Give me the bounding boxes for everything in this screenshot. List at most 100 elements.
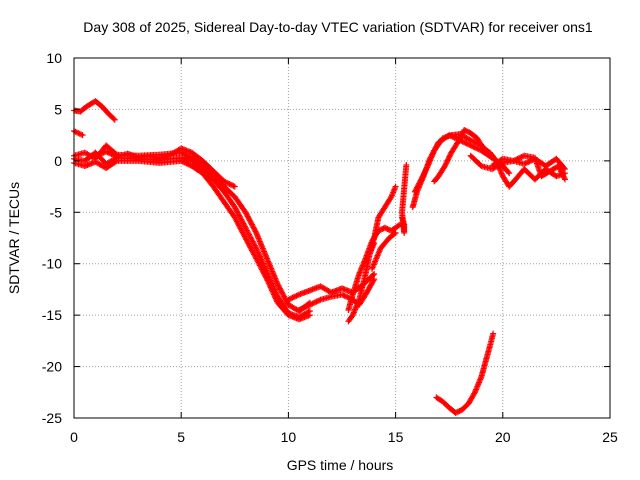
data-point <box>269 287 276 294</box>
data-point <box>230 182 237 189</box>
data-point <box>423 165 430 172</box>
data-point <box>419 173 426 180</box>
data-point <box>297 306 304 313</box>
data-point <box>272 294 279 301</box>
data-point <box>556 164 563 171</box>
data-point <box>443 158 450 165</box>
data-point <box>422 167 429 174</box>
data-point <box>226 181 233 187</box>
data-point <box>417 177 424 184</box>
y-tick-label: -25 <box>42 410 62 426</box>
data-point <box>371 271 378 277</box>
series-rise-3 <box>369 229 399 272</box>
data-point <box>285 296 292 303</box>
data-point <box>252 243 259 250</box>
data-point <box>418 175 425 182</box>
data-point <box>420 171 427 178</box>
data-point <box>293 292 300 299</box>
data-point <box>470 138 477 145</box>
data-point <box>462 139 469 146</box>
x-tick-label: 10 <box>281 429 297 445</box>
data-point <box>473 145 479 151</box>
data-point <box>263 274 270 281</box>
data-point <box>266 281 273 288</box>
data-point <box>265 280 272 287</box>
data-point <box>471 390 478 397</box>
data-point <box>314 298 321 304</box>
data-point <box>392 229 399 236</box>
data-point <box>444 157 451 164</box>
data-point <box>183 160 190 167</box>
data-point <box>182 159 189 166</box>
data-point <box>441 163 448 169</box>
data-point <box>296 307 303 313</box>
data-point <box>316 297 323 304</box>
data-point <box>467 142 474 149</box>
data-point <box>179 158 186 165</box>
data-point <box>104 149 111 156</box>
data-point <box>264 277 271 284</box>
x-tick-label: 5 <box>177 429 185 445</box>
y-tick-label: -5 <box>50 204 63 220</box>
data-point <box>420 172 427 179</box>
x-tick-label: 0 <box>70 429 78 445</box>
y-axis-label: SDTVAR / TECUs <box>6 182 22 294</box>
data-point <box>108 151 115 158</box>
data-point <box>305 302 312 309</box>
series-early-short-arc <box>71 128 86 139</box>
data-point <box>514 155 521 162</box>
data-point <box>523 159 530 166</box>
data-point <box>422 168 429 175</box>
data-point <box>371 276 378 283</box>
data-point <box>270 290 277 297</box>
data-point <box>505 169 512 176</box>
data-point <box>517 154 524 161</box>
data-point <box>302 303 309 310</box>
series-rise-2 <box>366 183 399 257</box>
y-tick-label: 10 <box>46 50 62 66</box>
y-tick-label: -10 <box>42 256 62 272</box>
data-point <box>288 295 295 302</box>
data-point <box>308 301 315 308</box>
data-point <box>298 305 305 312</box>
axis-ticks: 0 5 10 15 20 25 -25 -20 -15 -10 -5 0 5 10 <box>42 50 618 445</box>
data-point <box>184 161 191 168</box>
data-point <box>111 152 118 159</box>
series-band-d <box>92 145 238 190</box>
data-point <box>268 285 275 292</box>
data-point <box>180 159 187 166</box>
data-point <box>467 137 474 144</box>
series-early-high-arc <box>71 98 118 123</box>
data-point <box>229 182 236 189</box>
series-isolated <box>399 161 410 236</box>
data-point <box>424 164 431 171</box>
data-point <box>253 245 260 252</box>
data-point <box>109 151 116 158</box>
y-tick-label: 5 <box>54 101 62 117</box>
data-point <box>339 291 345 298</box>
data-point <box>442 161 449 168</box>
data-point <box>292 293 299 300</box>
data-point <box>111 116 118 123</box>
data-point <box>186 161 193 168</box>
data-point <box>306 312 313 319</box>
data-point <box>271 292 278 299</box>
data-point <box>470 143 477 150</box>
data-point <box>304 303 311 310</box>
data-point <box>267 284 274 291</box>
data-point <box>515 155 522 162</box>
data-point <box>252 228 259 235</box>
data-point <box>460 139 467 146</box>
data-point <box>561 175 568 182</box>
data-point <box>343 293 350 300</box>
series-afternoon-6 <box>521 166 568 183</box>
data-point <box>525 159 532 166</box>
x-tick-label: 15 <box>388 429 404 445</box>
data-point <box>526 158 533 165</box>
data-point <box>222 179 229 186</box>
data-point <box>301 304 308 311</box>
data-point <box>468 143 475 150</box>
data-point <box>272 295 279 302</box>
data-point <box>105 149 112 156</box>
